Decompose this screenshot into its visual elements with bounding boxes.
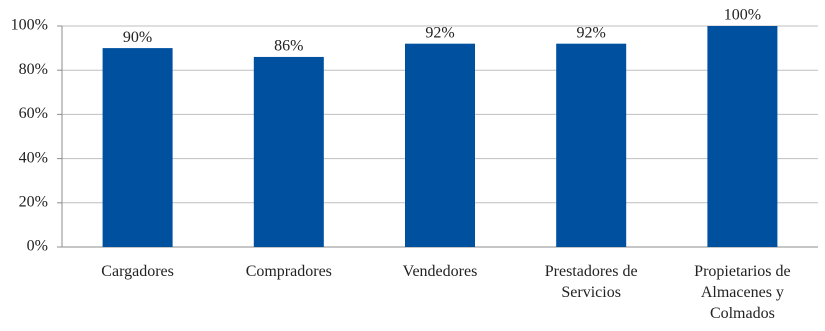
y-tick-label: 80% xyxy=(19,61,48,78)
bar xyxy=(556,43,627,248)
y-tick-label: 20% xyxy=(19,193,48,210)
x-tick-label: Prestadores de Servicios xyxy=(544,263,638,301)
x-tick-label: Vendedores xyxy=(402,263,478,280)
y-tick-label: 60% xyxy=(19,105,48,122)
data-label: 90% xyxy=(123,29,152,46)
bar xyxy=(253,56,324,247)
y-tick-label: 40% xyxy=(19,149,48,166)
x-tick-label: Propietarios de Almacenes y Colmados xyxy=(694,263,791,322)
data-label: 92% xyxy=(577,24,606,41)
x-tick-label: Cargadores xyxy=(101,263,174,280)
bar xyxy=(405,43,475,248)
y-tick-label: 100% xyxy=(11,17,48,34)
data-label: 100% xyxy=(724,7,761,24)
x-tick-label: Compradores xyxy=(245,263,332,280)
y-tick-label: 0% xyxy=(27,238,48,255)
bar xyxy=(102,48,173,247)
data-label: 92% xyxy=(425,24,454,41)
bar xyxy=(707,26,778,247)
data-label: 86% xyxy=(274,38,303,55)
